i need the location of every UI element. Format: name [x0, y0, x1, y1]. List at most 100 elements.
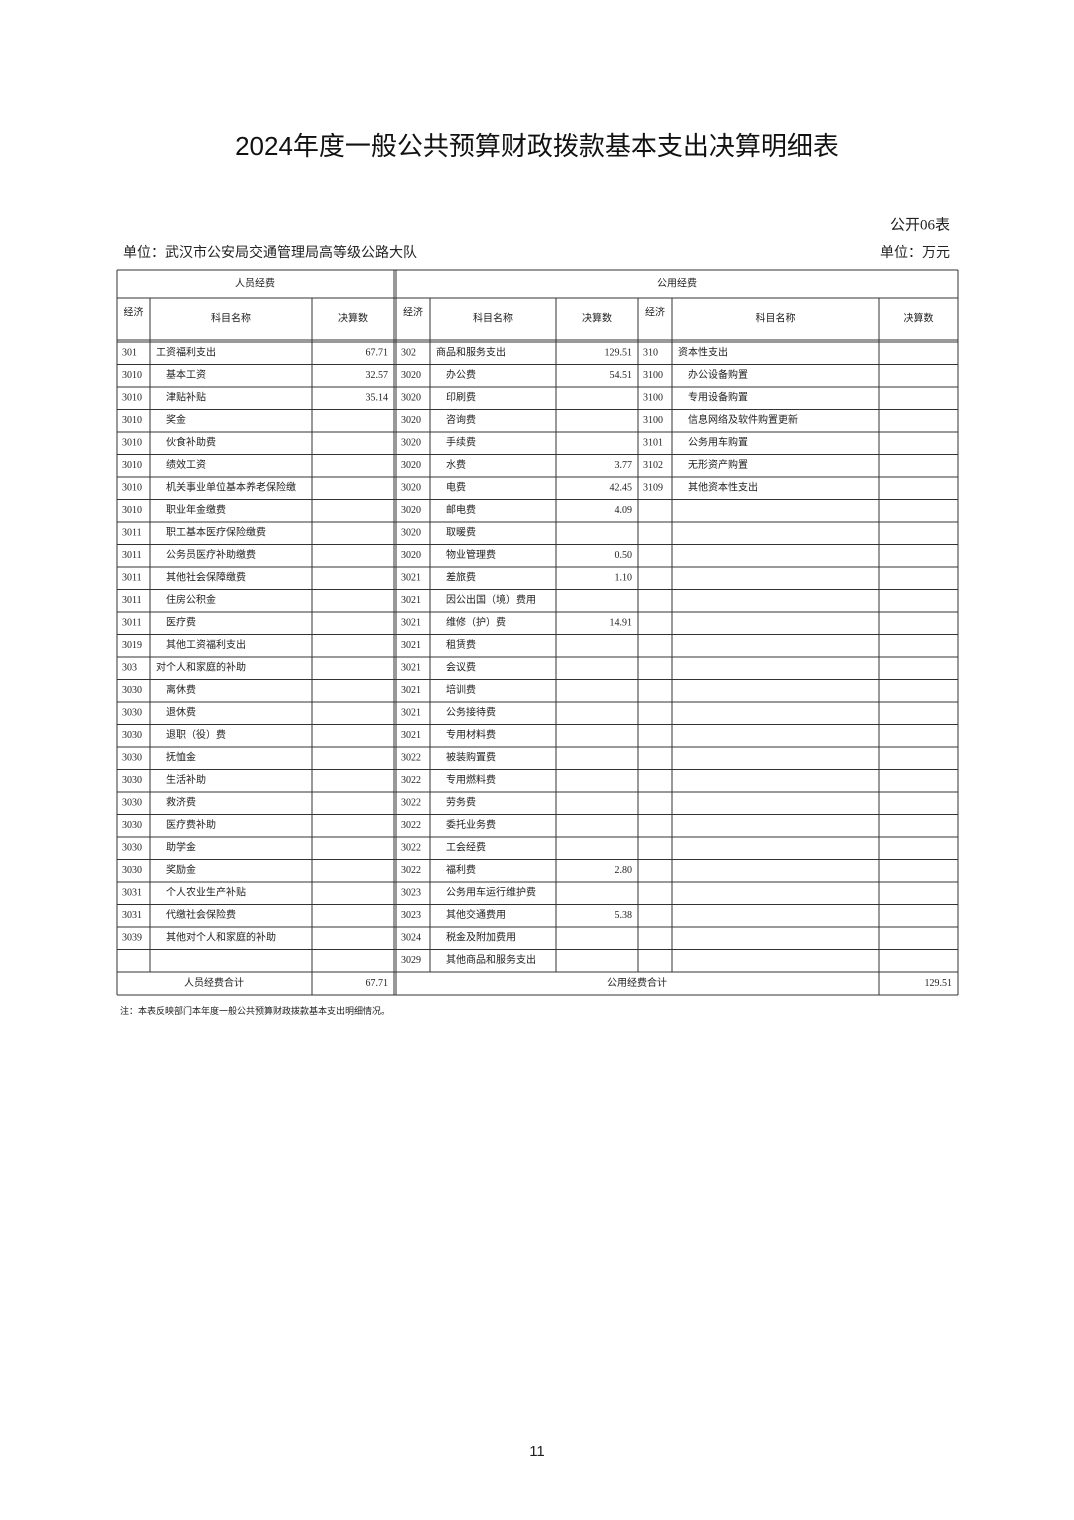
name-cell: 机关事业单位基本养老保险缴 [166, 481, 296, 494]
code-cell: 3109 [643, 483, 663, 494]
amount-cell: 54.51 [610, 370, 633, 381]
note: 注：本表反映部门本年度一般公共预算财政拨款基本支出明细情况。 [120, 1005, 390, 1016]
name-cell: 奖励金 [166, 863, 196, 876]
name-cell: 伙食补助费 [166, 436, 216, 449]
code-cell: 3020 [401, 505, 421, 516]
name-cell: 取暖费 [446, 526, 476, 539]
name-cell: 印刷费 [446, 391, 476, 404]
code-cell: 3030 [122, 730, 142, 741]
code-cell: 3030 [122, 775, 142, 786]
name-cell: 差旅费 [446, 571, 476, 584]
code-cell: 3030 [122, 708, 142, 719]
name-cell: 工资福利支出 [156, 346, 216, 359]
code-cell: 3021 [401, 663, 421, 674]
code-cell: 3030 [122, 798, 142, 809]
amount-cell: 14.91 [610, 618, 633, 629]
code-cell: 3010 [122, 370, 142, 381]
code-cell: 3022 [401, 865, 421, 876]
name-cell: 医疗费 [166, 616, 196, 629]
name-cell: 专用设备购置 [688, 391, 748, 404]
code-cell: 3021 [401, 640, 421, 651]
code-cell: 3020 [401, 415, 421, 426]
name-cell: 公务接待费 [446, 706, 496, 719]
total-label: 人员经费合计 [184, 976, 244, 989]
title: 2024年度一般公共预算财政拨款基本支出决算明细表 [235, 131, 839, 161]
name-cell: 代缴社会保险费 [166, 908, 236, 921]
name-cell: 会议费 [446, 661, 476, 674]
amount-cell: 32.57 [366, 370, 389, 381]
name-cell: 其他交通费用 [446, 908, 506, 921]
code-cell: 3029 [401, 955, 421, 966]
column-header: 决算数 [582, 311, 612, 324]
name-cell: 基本工资 [166, 368, 206, 381]
name-cell: 奖金 [166, 413, 186, 426]
name-cell: 退职（役）费 [166, 728, 226, 741]
code-cell: 3010 [122, 393, 142, 404]
name-cell: 商品和服务支出 [436, 346, 506, 359]
column-header: 经济 [124, 305, 144, 318]
name-cell: 职业年金缴费 [166, 503, 226, 516]
code-cell: 3010 [122, 483, 142, 494]
code-cell: 3011 [122, 550, 142, 561]
code-cell: 303 [122, 663, 137, 674]
code-cell: 3010 [122, 438, 142, 449]
name-cell: 津贴补贴 [166, 391, 206, 404]
amount-cell: 2.80 [615, 865, 633, 876]
unit-org: 单位：武汉市公安局交通管理局高等级公路大队 [123, 244, 417, 261]
total-label: 公用经费合计 [607, 976, 667, 989]
code-cell: 3100 [643, 393, 663, 404]
code-cell: 3021 [401, 618, 421, 629]
name-cell: 其他商品和服务支出 [446, 953, 536, 966]
code-cell: 3021 [401, 685, 421, 696]
name-cell: 信息网络及软件购置更新 [688, 413, 798, 426]
name-cell: 因公出国（境）费用 [446, 593, 536, 606]
column-header: 决算数 [904, 311, 934, 324]
amount-cell: 5.38 [615, 910, 633, 921]
code-cell: 3030 [122, 753, 142, 764]
amount-cell: 35.14 [366, 393, 389, 404]
amount-cell: 0.50 [615, 550, 633, 561]
name-cell: 住房公积金 [166, 593, 216, 606]
name-cell: 公务用车购置 [688, 436, 748, 449]
name-cell: 福利费 [446, 863, 476, 876]
name-cell: 咨询费 [446, 413, 476, 426]
code-cell: 3011 [122, 595, 142, 606]
name-cell: 公务用车运行维护费 [446, 886, 536, 899]
code-cell: 3022 [401, 843, 421, 854]
page-number: 11 [529, 1443, 545, 1460]
code-cell: 3024 [401, 933, 421, 944]
name-cell: 其他社会保障缴费 [166, 571, 246, 584]
code-cell: 302 [401, 348, 416, 359]
code-cell: 3019 [122, 640, 142, 651]
name-cell: 办公费 [446, 368, 476, 381]
code-cell: 3020 [401, 483, 421, 494]
name-cell: 抚恤金 [166, 751, 196, 764]
group-header: 公用经费 [657, 276, 697, 289]
name-cell: 职工基本医疗保险缴费 [166, 526, 266, 539]
code-cell: 3020 [401, 528, 421, 539]
code-cell: 3021 [401, 573, 421, 584]
name-cell: 资本性支出 [678, 346, 728, 359]
code-cell: 3023 [401, 910, 421, 921]
name-cell: 物业管理费 [446, 548, 496, 561]
total-amount: 67.71 [366, 978, 389, 989]
code-cell: 3022 [401, 820, 421, 831]
name-cell: 电费 [446, 481, 466, 494]
code-cell: 3010 [122, 460, 142, 471]
name-cell: 绩效工资 [166, 458, 206, 471]
column-header: 经济 [645, 305, 665, 318]
name-cell: 个人农业生产补贴 [166, 886, 246, 899]
code-cell: 3022 [401, 753, 421, 764]
code-cell: 3030 [122, 820, 142, 831]
name-cell: 其他工资福利支出 [166, 638, 246, 651]
code-cell: 3020 [401, 370, 421, 381]
code-cell: 3022 [401, 798, 421, 809]
amount-cell: 1.10 [615, 573, 633, 584]
name-cell: 其他资本性支出 [688, 481, 758, 494]
name-cell: 工会经费 [446, 841, 486, 854]
amount-cell: 67.71 [366, 348, 389, 359]
column-header: 经济 [403, 305, 423, 318]
code-cell: 3030 [122, 865, 142, 876]
name-cell: 劳务费 [446, 796, 476, 809]
